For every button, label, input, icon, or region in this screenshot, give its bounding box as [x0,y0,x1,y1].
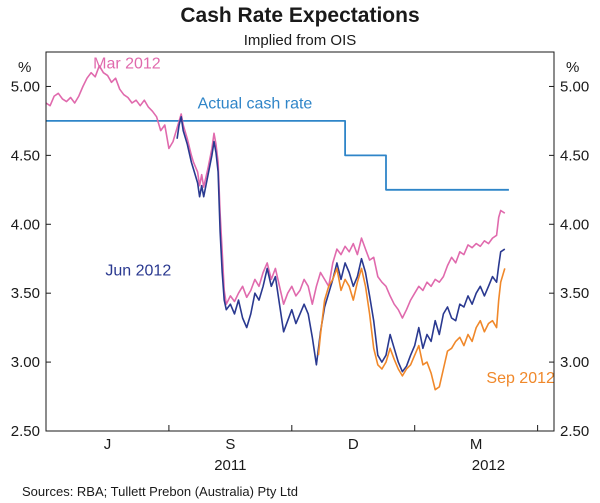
right-axis-unit: % [566,59,579,76]
series-label-mar-2012: Mar 2012 [93,56,161,73]
x-tick-label: D [348,436,359,453]
chart-subtitle: Implied from OIS [244,32,357,49]
plot-frame [45,51,555,432]
axis-ticks [45,85,554,432]
series-line-actual-cash-rate [46,120,509,191]
series-label-jun-2012: Jun 2012 [105,262,171,279]
chart-title: Cash Rate Expectations [180,4,419,27]
right-y-tick-label: 4.00 [560,216,589,233]
x-tick-label: S [225,436,235,453]
right-y-tick-label: 4.50 [560,147,589,164]
x-year-label: 2011 [214,457,246,474]
series-line-jun-2012 [176,116,506,373]
x-tick-label: M [470,436,483,453]
axis-labels: 5.00 5.00 4.50 4.50 4.00 4.00 3.50 3.50 3.00 3.00… [11,78,589,474]
series-line-sep-2012 [317,267,506,391]
series-label-sep-2012: Sep 2012 [486,370,555,387]
right-y-tick-label: 5.00 [560,78,589,95]
left-axis-unit: % [18,59,31,76]
right-y-tick-label: 3.00 [560,354,589,371]
left-y-tick-label: 2.50 [11,423,40,440]
source-note: Sources: RBA; Tullett Prebon (Australia)… [22,484,298,499]
series-label-actual-cash-rate: Actual cash rate [198,96,313,113]
left-y-tick-label: 3.00 [11,354,40,371]
x-tick-label: J [104,436,112,453]
series-lines [45,65,509,391]
series-line-mar-2012 [45,65,506,319]
left-y-tick-label: 5.00 [11,78,40,95]
left-y-tick-label: 3.50 [11,285,40,302]
series-labels: Actual cash rate Mar 2012 Jun 2012 Sep 2012 [93,56,555,387]
x-year-label: 2012 [472,457,505,474]
left-y-tick-label: 4.00 [11,216,40,233]
right-y-tick-label: 2.50 [560,423,589,440]
left-y-tick-label: 4.50 [11,147,40,164]
right-y-tick-label: 3.50 [560,285,589,302]
